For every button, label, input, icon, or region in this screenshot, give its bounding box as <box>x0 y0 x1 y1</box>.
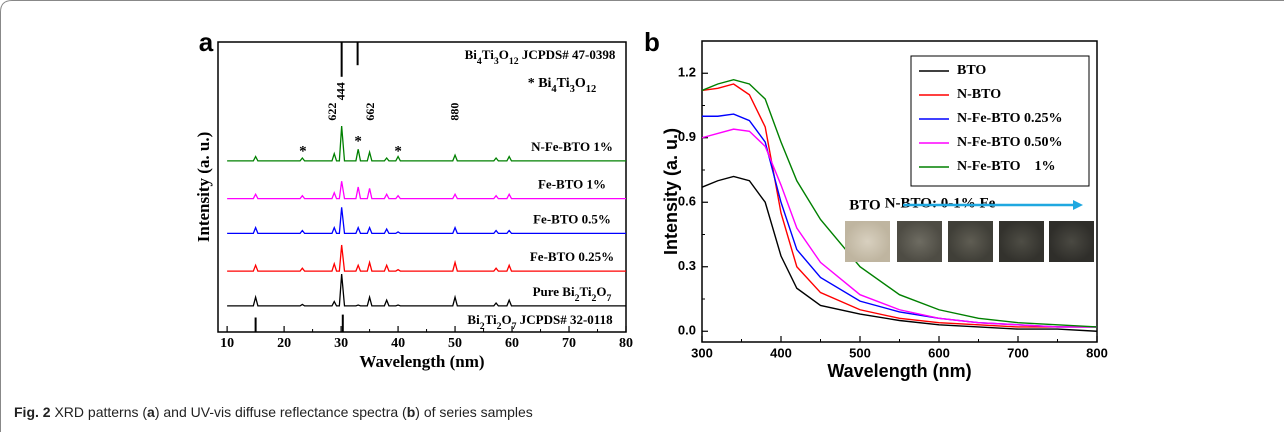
marker-note: * Bi4Ti3O12 <box>528 76 597 95</box>
pattern-line <box>227 126 626 162</box>
caption: Fig. 2 XRD patterns (a) and UV-vis diffu… <box>14 404 533 420</box>
x-tick-label: 30 <box>334 336 348 351</box>
sample-photo <box>845 221 890 262</box>
x-tick-label: 400 <box>770 345 792 360</box>
legend-label: BTO <box>957 63 986 78</box>
sample-photo <box>999 221 1044 262</box>
pattern-line <box>227 273 626 307</box>
caption-part: ) of series samples <box>415 404 533 420</box>
caption-label: Fig. 2 <box>14 404 51 420</box>
caption-part: b <box>406 404 416 420</box>
series-label: Fe-BTO 0.5% <box>533 211 611 226</box>
x-tick-label: 500 <box>849 345 871 360</box>
y-axis-label: Intensity (a. u.) <box>661 128 681 255</box>
inset-label: BTO <box>849 197 880 213</box>
legend-label: N-Fe-BTO 1% <box>957 159 1056 174</box>
caption-part: ) and UV-vis diffuse reflectance spectra… <box>154 404 407 420</box>
x-tick-label: 600 <box>928 345 950 360</box>
x-tick-label: 60 <box>505 336 519 351</box>
caption-part: XRD patterns ( <box>54 404 148 420</box>
x-tick-label: 800 <box>1086 345 1108 360</box>
y-tick-label: 0.0 <box>678 323 696 338</box>
sample-photo <box>1049 221 1094 262</box>
peak-annotation: * <box>299 144 307 160</box>
spectrum-line <box>701 83 1097 328</box>
y-tick-label: 0.3 <box>678 258 696 273</box>
peak-annotation: 662 <box>363 103 377 121</box>
legend-label: N-Fe-BTO 0.50% <box>957 135 1063 150</box>
x-tick-label: 700 <box>1007 345 1029 360</box>
sample-photo <box>948 221 993 262</box>
x-tick-label: 300 <box>691 345 713 360</box>
series-label: Pure Bi2Ti2O7 <box>533 284 612 304</box>
caption-part: a <box>147 404 155 420</box>
y-axis-label: Intensity (a. u.) <box>194 132 213 243</box>
x-tick-label: 10 <box>220 336 234 351</box>
plot-frame <box>217 41 627 333</box>
y-tick-label: 1.2 <box>678 65 696 80</box>
x-tick-label: 70 <box>562 336 576 351</box>
peak-annotation: * <box>354 133 362 149</box>
series-label: Fe-BTO 0.25% <box>530 249 614 264</box>
legend-label: N-BTO <box>957 87 1001 102</box>
spectrum-line <box>701 128 1097 328</box>
legend-box <box>910 55 1090 187</box>
legend-label: N-Fe-BTO 0.25% <box>957 111 1063 126</box>
spectrum-line <box>701 78 1098 328</box>
peak-annotation: 444 <box>333 82 347 100</box>
series-label: N-Fe-BTO 1% <box>531 139 613 154</box>
x-tick-label: 20 <box>277 336 291 351</box>
inset-label: N-BTO: 0-1% Fe <box>885 195 996 211</box>
peak-annotation: 622 <box>325 103 339 121</box>
spectrum-line <box>701 175 1098 332</box>
sample-photo <box>897 221 942 262</box>
panel-label: a <box>199 27 214 57</box>
x-tick-label: 40 <box>391 336 405 351</box>
pattern-line <box>227 244 626 272</box>
y-tick-label: 0.9 <box>678 129 696 144</box>
y-tick-label: 0.6 <box>678 194 696 209</box>
reference-label: Bi2Ti2O7 JCPDS# 32-0118 <box>467 312 613 332</box>
x-axis-label: Wavelength (nm) <box>359 352 484 371</box>
caption-text: XRD patterns (a) and UV-vis diffuse refl… <box>54 404 532 420</box>
peak-annotation: * <box>394 144 402 160</box>
peak-annotation: 880 <box>447 103 461 121</box>
pattern-line <box>227 181 626 200</box>
reference-label: Bi4Ti3O12 JCPDS# 47-0398 <box>465 47 616 67</box>
x-axis-label: Wavelength (nm) <box>827 361 971 381</box>
series-label: Fe-BTO 1% <box>538 177 606 192</box>
pattern-line <box>227 207 626 235</box>
panel-label: b <box>644 27 660 57</box>
x-tick-label: 80 <box>619 336 633 351</box>
inset-arrowhead <box>1073 200 1083 210</box>
x-tick-label: 50 <box>448 336 462 351</box>
